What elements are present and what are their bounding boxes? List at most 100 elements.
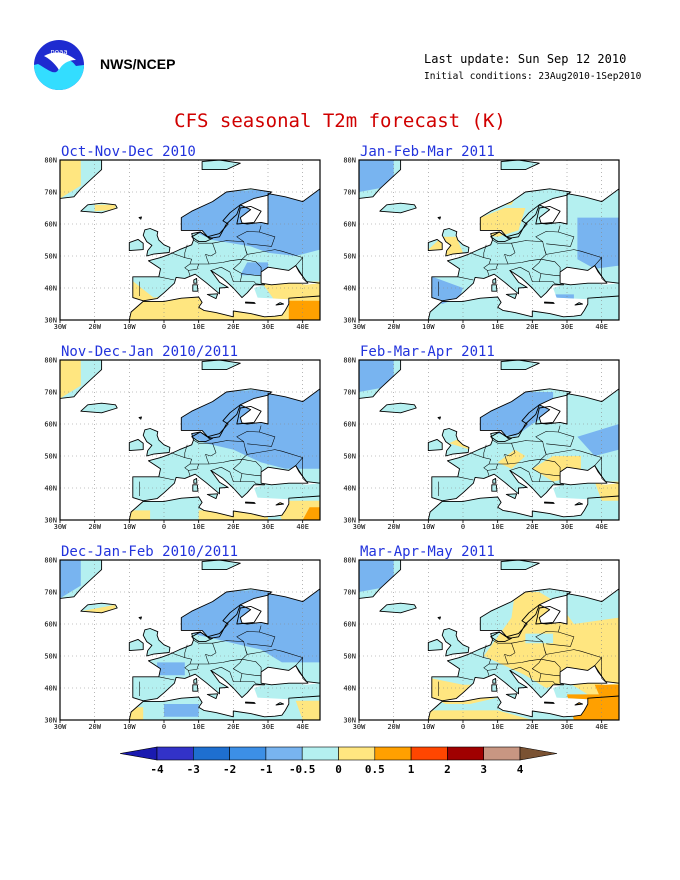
coastline (201, 360, 241, 371)
coastline (193, 477, 198, 484)
coastline (500, 160, 540, 171)
country-border (302, 457, 307, 482)
country-border (236, 225, 262, 242)
country-border (247, 431, 276, 447)
anomaly-region (60, 360, 81, 399)
country-border (492, 639, 516, 665)
anomaly-region (577, 217, 619, 269)
legend-swatch (301, 746, 339, 761)
country-border (492, 439, 516, 465)
anomaly-region (302, 507, 320, 520)
lon-label: 30E (561, 723, 574, 731)
country-border (193, 439, 217, 465)
coastline (500, 360, 540, 371)
anomaly-region (428, 275, 463, 304)
country-border (247, 631, 276, 647)
lon-label: 40E (296, 723, 309, 731)
country-border (601, 457, 606, 482)
coastline (441, 428, 470, 457)
country-border (240, 681, 257, 684)
lon-label: 10W (123, 723, 136, 731)
lat-label: 40N (343, 285, 356, 293)
coastline-africa (421, 695, 619, 720)
country-border (511, 240, 547, 255)
lat-label: 60N (44, 221, 57, 229)
country-border (241, 673, 262, 677)
anomaly-region (295, 700, 320, 720)
lat-label: 80N (44, 557, 57, 565)
lat-label: 30N (343, 517, 356, 525)
color-legend: -4 -3 -2 -1 -0.5 0 0.5 1 2 3 4 (120, 746, 558, 776)
coastline (437, 416, 441, 420)
panel-title-jan-feb-mar: Jan-Feb-Mar 2011 (360, 144, 495, 160)
anomaly-region (157, 662, 185, 676)
coastline-africa (421, 295, 619, 320)
country-border (255, 683, 265, 686)
last-update-text: Last update: Sun Sep 12 2010 (424, 52, 627, 66)
country-border (535, 225, 561, 242)
anomaly-region (480, 392, 554, 437)
lon-label: 10W (422, 723, 435, 731)
initial-conditions-text: Initial conditions: 23Aug2010-1Sep2010 (424, 71, 642, 82)
country-border (492, 239, 516, 265)
lat-label: 80N (44, 357, 57, 365)
country-border (236, 625, 262, 642)
lon-label: 10W (123, 523, 136, 531)
coastline (60, 560, 103, 599)
coastline-baltic (535, 205, 561, 225)
country-border (546, 231, 575, 247)
country-border (236, 425, 262, 442)
panel-title-nov-dec-jan: Nov-Dec-Jan 2010/2011 (61, 344, 239, 360)
country-border (158, 276, 175, 281)
lat-label: 70N (44, 389, 57, 397)
country-border (540, 458, 561, 472)
lat-label: 70N (343, 189, 356, 197)
anomaly-region (261, 281, 320, 301)
lon-label: 10E (491, 523, 504, 531)
anomaly-region (302, 304, 320, 320)
lon-label: 10E (192, 323, 205, 331)
country-border (546, 249, 603, 266)
lat-label: 50N (343, 253, 356, 261)
lon-label: 20W (88, 723, 101, 731)
map-frame (358, 359, 620, 521)
coastline (505, 493, 518, 500)
country-border (601, 257, 606, 282)
lon-label: 20E (227, 723, 240, 731)
country-border (158, 676, 175, 681)
coastline (80, 402, 118, 414)
country-border (539, 481, 556, 484)
lat-label: 70N (44, 189, 57, 197)
country-border (483, 444, 487, 458)
coastline (275, 702, 285, 706)
coastline (427, 238, 443, 252)
lon-label: 30W (353, 523, 366, 531)
lon-label: 10W (123, 323, 136, 331)
country-border (511, 440, 547, 455)
legend-arrow-high (519, 746, 558, 761)
coastline (275, 502, 285, 506)
lon-label: 40E (595, 723, 608, 731)
coastline (441, 628, 470, 657)
lon-label: 10E (192, 523, 205, 531)
lon-label: 40E (595, 323, 608, 331)
map-frame (358, 159, 620, 321)
lat-label: 60N (44, 421, 57, 429)
country-border (554, 483, 564, 486)
lat-label: 70N (44, 589, 57, 597)
lon-label: 10E (491, 323, 504, 331)
legend-label: 0 (335, 763, 342, 776)
lat-label: 70N (343, 589, 356, 597)
coastline (128, 638, 144, 652)
country-border (457, 476, 474, 481)
coastline (206, 493, 219, 500)
legend-label: 2 (444, 763, 451, 776)
legend-swatch (374, 746, 412, 761)
anomaly-region (577, 424, 619, 456)
panel-title-oct-nov-dec: Oct-Nov-Dec 2010 (61, 144, 196, 160)
coastline (245, 501, 256, 504)
country-border (190, 449, 248, 465)
anomaly-region (428, 710, 533, 720)
coastline (437, 616, 441, 620)
